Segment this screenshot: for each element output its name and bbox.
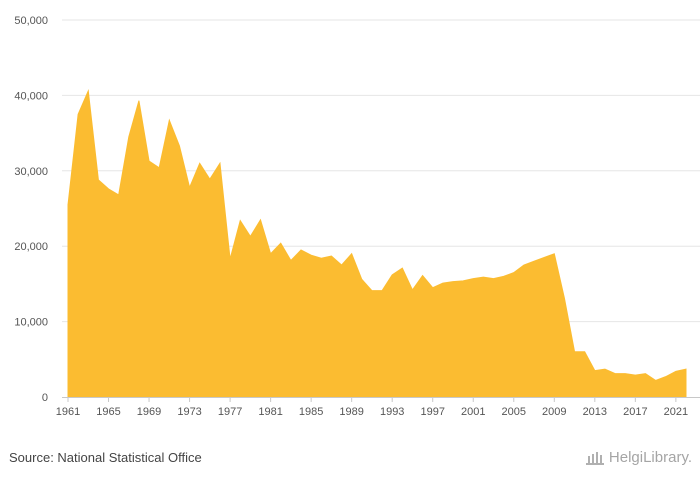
- axes: [62, 397, 700, 402]
- x-tick-label-1985: 1985: [299, 406, 323, 418]
- x-tick-label-2017: 2017: [623, 406, 647, 418]
- x-tick-label-1969: 1969: [137, 406, 161, 418]
- area-fill: [67, 88, 687, 398]
- helgi-library-logo: HelgiLibrary.: [585, 449, 692, 466]
- x-tick-label-2021: 2021: [664, 406, 688, 418]
- x-tick-label-1973: 1973: [177, 406, 201, 418]
- y-tick-label-30000: 30,000: [14, 166, 48, 178]
- x-tick-label-1965: 1965: [96, 406, 120, 418]
- x-tick-label-2009: 2009: [542, 406, 566, 418]
- x-tick-label-1981: 1981: [258, 406, 282, 418]
- library-building-icon: [585, 451, 604, 465]
- y-tick-label-50000: 50,000: [14, 15, 48, 27]
- y-tick-label-40000: 40,000: [14, 90, 48, 102]
- x-tick-label-2005: 2005: [502, 406, 526, 418]
- x-tick-label-2001: 2001: [461, 406, 485, 418]
- logo-text: HelgiLibrary.: [608, 449, 692, 466]
- y-tick-label-0: 0: [42, 392, 48, 404]
- x-tick-label-1989: 1989: [339, 406, 363, 418]
- y-tick-label-20000: 20,000: [14, 241, 48, 253]
- x-tick-label-1993: 1993: [380, 406, 404, 418]
- y-tick-labels: 0 10,000 20,000 30,000 40,000 50,000: [14, 15, 48, 404]
- x-tick-label-1961: 1961: [56, 406, 80, 418]
- area-series: [67, 88, 687, 398]
- y-tick-label-10000: 10,000: [14, 317, 48, 329]
- source-note: Source: National Statistical Office: [9, 450, 202, 465]
- x-tick-label-1977: 1977: [218, 406, 242, 418]
- x-tick-labels: 1961 1965 1969 1973 1977 1981 1985 1989 1993 1997…: [56, 406, 688, 418]
- x-tick-label-1997: 1997: [420, 406, 444, 418]
- x-tick-label-2013: 2013: [583, 406, 607, 418]
